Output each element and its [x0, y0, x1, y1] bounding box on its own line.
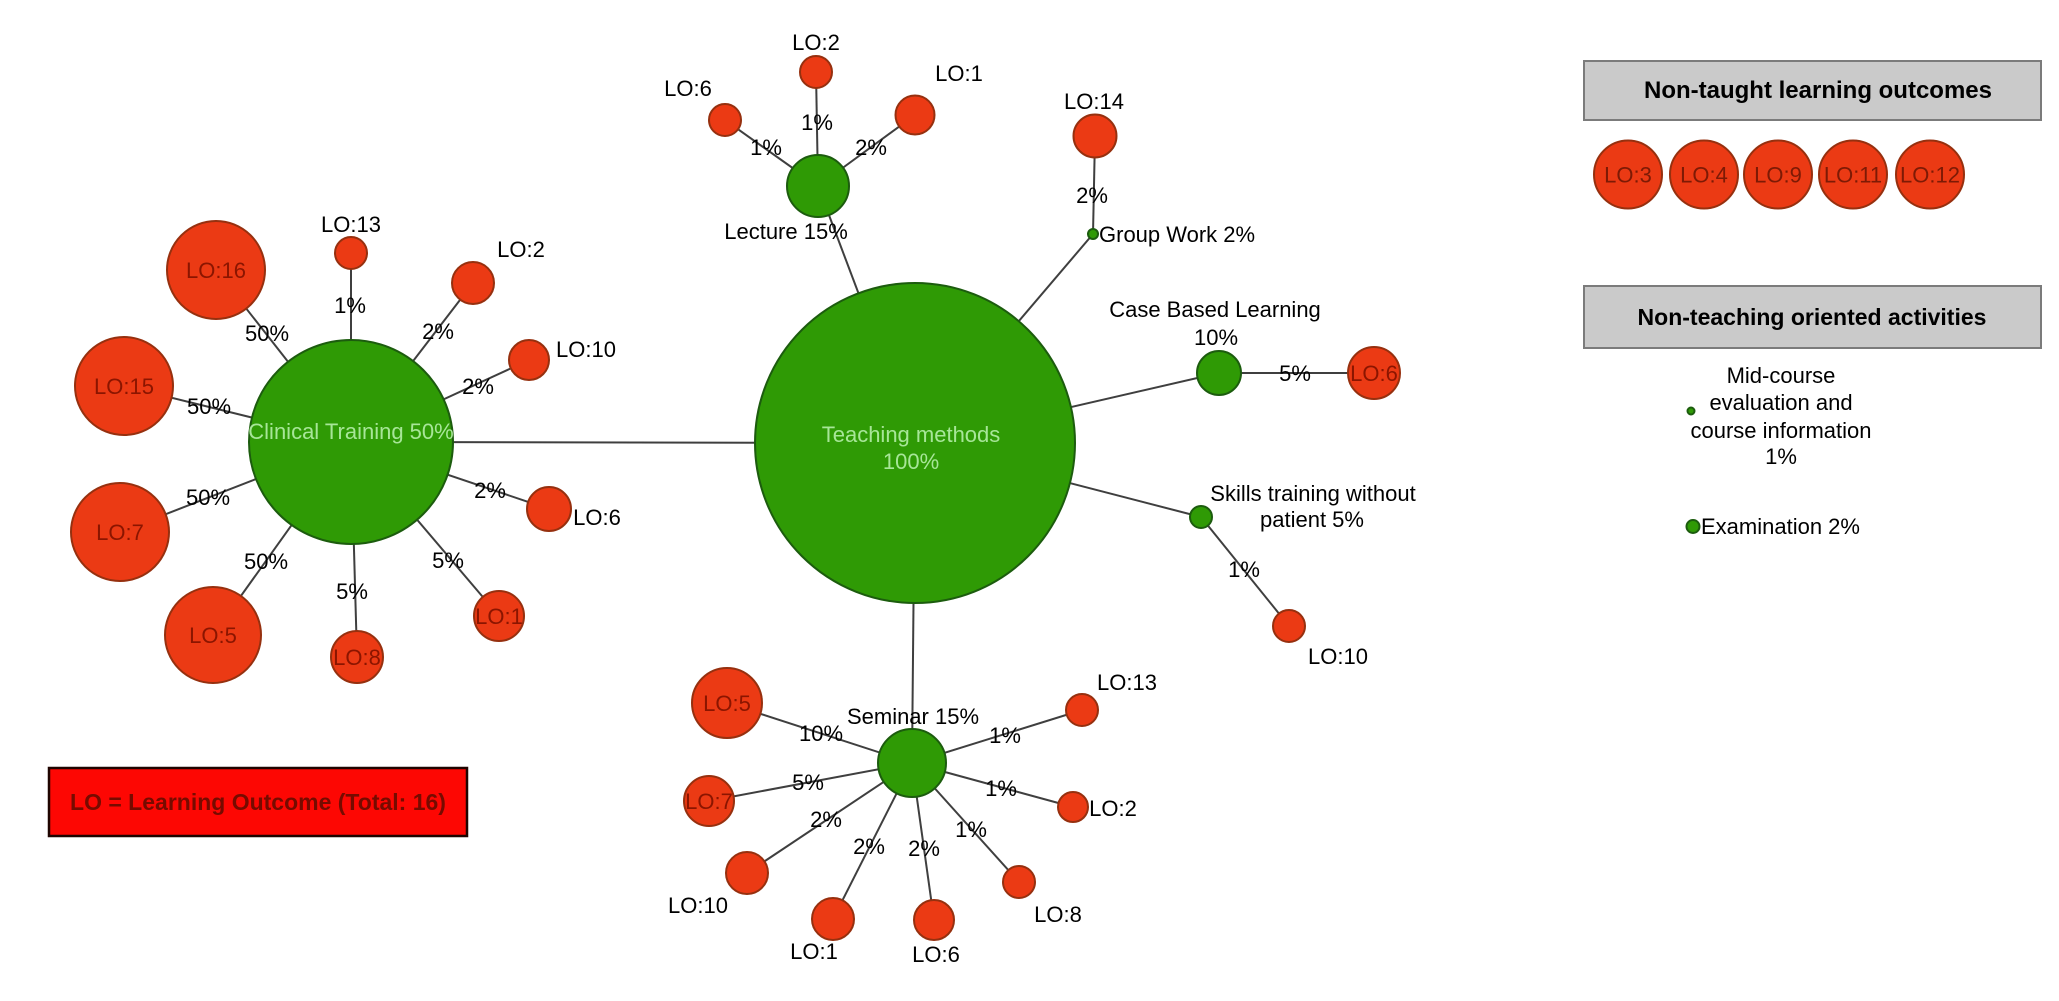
svg-text:LO:2: LO:2	[1089, 796, 1137, 821]
svg-text:1%: 1%	[801, 110, 833, 135]
svg-text:LO:16: LO:16	[186, 258, 246, 283]
svg-text:Lecture 15%: Lecture 15%	[724, 219, 848, 244]
svg-text:2%: 2%	[422, 319, 454, 344]
svg-text:LO:3: LO:3	[1604, 163, 1652, 188]
svg-text:1%: 1%	[985, 776, 1017, 801]
svg-text:LO:5: LO:5	[189, 623, 237, 648]
svg-text:LO:7: LO:7	[685, 789, 733, 814]
svg-text:5%: 5%	[1279, 361, 1311, 386]
svg-text:LO:10: LO:10	[556, 337, 616, 362]
svg-text:100%: 100%	[883, 449, 939, 474]
svg-text:1%: 1%	[989, 723, 1021, 748]
svg-text:LO:1: LO:1	[935, 61, 983, 86]
svg-text:LO:8: LO:8	[1034, 902, 1082, 927]
svg-text:LO:6: LO:6	[573, 505, 621, 530]
svg-text:2%: 2%	[1076, 183, 1108, 208]
svg-text:2%: 2%	[908, 836, 940, 861]
svg-text:LO:6: LO:6	[1350, 361, 1398, 386]
svg-text:LO:10: LO:10	[668, 893, 728, 918]
svg-text:LO:9: LO:9	[1754, 163, 1802, 188]
svg-text:1%: 1%	[955, 817, 987, 842]
svg-text:LO:12: LO:12	[1900, 163, 1960, 188]
svg-text:Case Based Learning: Case Based Learning	[1109, 297, 1321, 322]
svg-text:2%: 2%	[474, 478, 506, 503]
svg-text:2%: 2%	[810, 807, 842, 832]
svg-text:LO:5: LO:5	[703, 691, 751, 716]
svg-text:evaluation and: evaluation and	[1709, 390, 1852, 415]
svg-text:1%: 1%	[750, 135, 782, 160]
svg-text:Teaching methods: Teaching methods	[822, 422, 1001, 447]
svg-text:LO:8: LO:8	[333, 645, 381, 670]
svg-text:2%: 2%	[853, 834, 885, 859]
svg-text:Mid-course: Mid-course	[1727, 363, 1836, 388]
svg-text:50%: 50%	[244, 549, 288, 574]
svg-text:Group Work 2%: Group Work 2%	[1099, 222, 1255, 247]
svg-text:patient 5%: patient 5%	[1260, 507, 1364, 532]
svg-text:Non-teaching oriented activiti: Non-teaching oriented activities	[1638, 304, 1987, 330]
svg-text:Skills training without: Skills training without	[1210, 481, 1415, 506]
svg-text:10%: 10%	[799, 721, 843, 746]
svg-text:Non-taught learning outcomes: Non-taught learning outcomes	[1644, 77, 1992, 104]
svg-text:5%: 5%	[432, 548, 464, 573]
svg-text:Seminar 15%: Seminar 15%	[847, 704, 979, 729]
svg-text:LO:4: LO:4	[1680, 163, 1728, 188]
svg-text:1%: 1%	[1228, 557, 1260, 582]
svg-text:5%: 5%	[792, 770, 824, 795]
svg-text:50%: 50%	[245, 321, 289, 346]
svg-text:5%: 5%	[336, 579, 368, 604]
svg-text:LO:10: LO:10	[1308, 644, 1368, 669]
svg-text:LO:2: LO:2	[792, 30, 840, 55]
svg-text:LO:7: LO:7	[96, 520, 144, 545]
svg-text:50%: 50%	[187, 394, 231, 419]
svg-text:LO:14: LO:14	[1064, 89, 1124, 114]
svg-text:Examination 2%: Examination 2%	[1701, 514, 1860, 539]
svg-text:LO:13: LO:13	[1097, 670, 1157, 695]
svg-text:LO:11: LO:11	[1824, 163, 1882, 188]
svg-text:course information: course information	[1691, 418, 1872, 443]
svg-text:LO:1: LO:1	[475, 604, 523, 629]
svg-text:LO:13: LO:13	[321, 212, 381, 237]
svg-text:LO:1: LO:1	[790, 939, 838, 964]
svg-text:2%: 2%	[855, 135, 887, 160]
svg-text:LO:6: LO:6	[664, 76, 712, 101]
svg-text:LO:15: LO:15	[94, 374, 154, 399]
svg-text:LO = Learning Outcome (Total:: LO = Learning Outcome (Total: 16)	[70, 789, 446, 815]
svg-text:1%: 1%	[334, 293, 366, 318]
svg-text:1%: 1%	[1765, 444, 1797, 469]
svg-text:LO:6: LO:6	[912, 942, 960, 967]
svg-text:50%: 50%	[186, 485, 230, 510]
svg-text:LO:2: LO:2	[497, 237, 545, 262]
svg-text:10%: 10%	[1194, 325, 1238, 350]
svg-text:2%: 2%	[462, 374, 494, 399]
svg-text:Clinical Training 50%: Clinical Training 50%	[248, 419, 453, 444]
